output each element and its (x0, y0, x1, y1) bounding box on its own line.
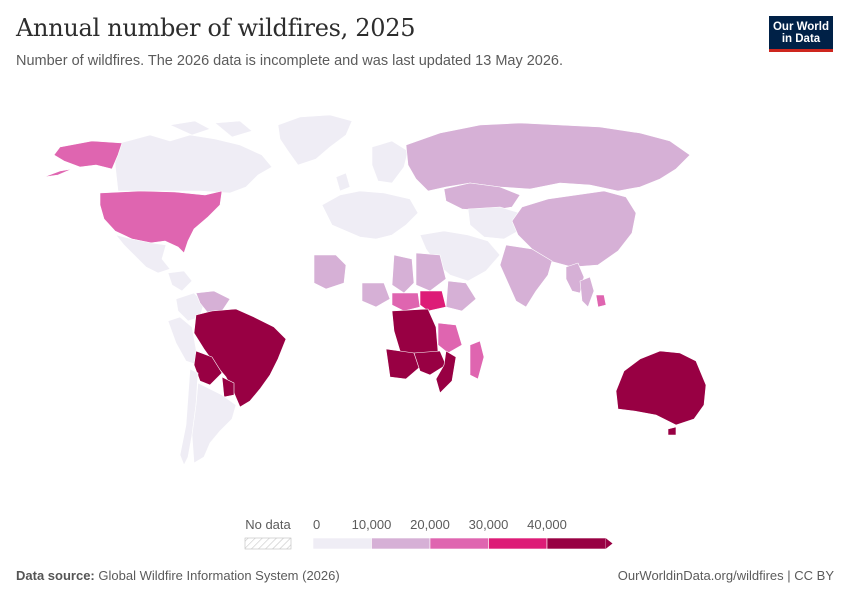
country-india[interactable] (499, 244, 553, 308)
country-cambodia[interactable] (595, 294, 607, 308)
legend-bin-1[interactable] (371, 537, 431, 550)
country-zambia[interactable] (413, 350, 447, 376)
country-argentina[interactable] (191, 382, 237, 464)
legend-no-data-label: No data (245, 517, 291, 532)
legend-bin-3[interactable] (488, 537, 548, 550)
legend-tick-label: 30,000 (469, 517, 509, 532)
country-canada[interactable] (214, 120, 253, 138)
country-bolivia[interactable] (193, 350, 223, 386)
country-ethiopia[interactable] (445, 280, 477, 312)
map-legend[interactable]: No data 0 10,000 20,000 30,000 40,000 (0, 510, 850, 555)
country-europe[interactable] (371, 140, 409, 184)
legend-bin-4[interactable] (546, 537, 606, 550)
country-nigeria[interactable] (361, 282, 391, 308)
owid-logo[interactable]: Our World in Data (769, 16, 833, 52)
source-url[interactable]: OurWorldinData.org/wildfires | CC BY (617, 568, 834, 583)
country-mexico[interactable] (115, 234, 171, 274)
country-tanzania[interactable] (437, 322, 463, 354)
legend-bin-0[interactable] (312, 537, 372, 550)
country-madagascar[interactable] (469, 340, 485, 380)
country-sudan[interactable] (415, 252, 447, 292)
country-kazakhstan[interactable] (443, 182, 521, 212)
legend-open-end-arrow (605, 538, 613, 549)
country-australia[interactable] (667, 426, 677, 436)
country-alaska-united-states[interactable] (43, 168, 73, 178)
country-south-sudan[interactable] (419, 290, 447, 312)
chart-subtitle: Number of wildfires. The 2026 data is in… (16, 53, 564, 69)
footer: Data source: Global Wildfire Information… (16, 568, 834, 583)
source-text[interactable]: Global Wildfire Information System (2026… (98, 568, 340, 583)
country-middle-east[interactable] (467, 206, 523, 240)
world-map-svg[interactable] (0, 95, 850, 505)
legend-tick-label: 20,000 (410, 517, 450, 532)
country-europe[interactable] (321, 190, 419, 240)
legend-svg: No data 0 10,000 20,000 30,000 40,000 (244, 517, 613, 550)
country-mexico[interactable] (167, 270, 193, 292)
country-greenland[interactable] (277, 114, 353, 166)
country-europe[interactable] (335, 172, 351, 192)
country-peru[interactable] (167, 316, 199, 366)
logo-line-1: Our World (772, 21, 829, 33)
legend-tick-label: 0 (313, 517, 320, 532)
chart-title: Annual number of wildfires, 2025 (16, 14, 416, 42)
source-label: Data source: (16, 568, 95, 583)
logo-line-2: in Data (781, 33, 821, 45)
country-mozambique[interactable] (435, 350, 457, 394)
country-myanmar[interactable] (565, 262, 585, 294)
country-democratic-republic-of-congo[interactable] (391, 308, 439, 358)
country-australia[interactable] (615, 350, 707, 426)
legend-tick-label: 40,000 (527, 517, 567, 532)
country-canada[interactable] (113, 134, 273, 194)
country-china[interactable] (511, 190, 637, 268)
country-angola[interactable] (385, 348, 421, 380)
country-russia[interactable] (405, 122, 691, 192)
country-chile[interactable] (179, 368, 199, 466)
country-united-states[interactable] (99, 190, 223, 254)
legend-bin-2[interactable] (429, 537, 489, 550)
country-mali[interactable] (313, 254, 347, 290)
country-canada[interactable] (169, 120, 211, 136)
country-central-african-republic[interactable] (391, 292, 421, 312)
country-alaska-united-states[interactable] (53, 140, 123, 170)
country-thailand[interactable] (579, 276, 595, 308)
legend-no-data-swatch[interactable] (244, 537, 292, 550)
legend-tick-label: 10,000 (352, 517, 392, 532)
world-map[interactable] (0, 95, 850, 505)
country-paraguay[interactable] (221, 376, 235, 398)
country-chad[interactable] (391, 254, 415, 294)
